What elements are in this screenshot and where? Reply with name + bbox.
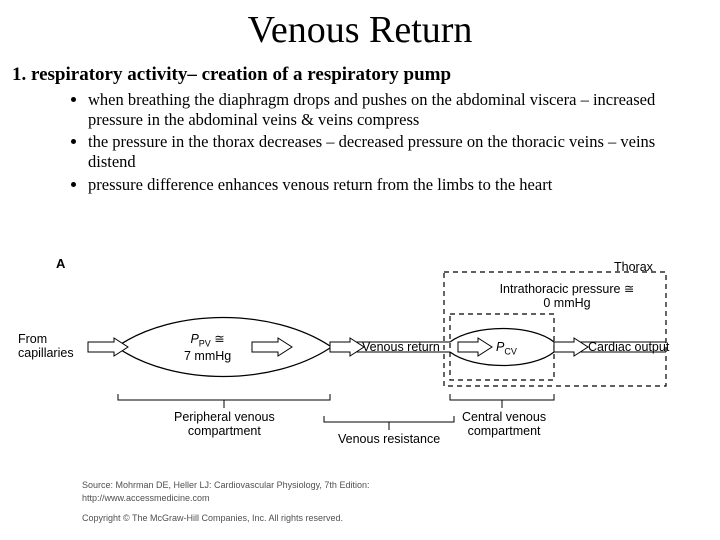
venous-return-label: Venous return bbox=[362, 340, 440, 354]
intrathoracic-l2: 0 mmHg bbox=[543, 296, 590, 310]
arrow-after-pv bbox=[252, 338, 292, 356]
arrow-venous-return-1 bbox=[330, 338, 364, 356]
source-l3: Copyright © The McGraw-Hill Companies, I… bbox=[82, 513, 343, 523]
from-capillaries-label: From capillaries bbox=[18, 332, 74, 361]
venous-resistance-label: Venous resistance bbox=[338, 432, 440, 446]
arrow-venous-return-2 bbox=[458, 338, 492, 356]
from-l1: From bbox=[18, 332, 47, 346]
intrathoracic-pressure-label: Intrathoracic pressure ≅ 0 mmHg bbox=[482, 282, 652, 311]
central-l1: Central venous bbox=[462, 410, 546, 424]
ppv-label: PPV ≅ 7 mmHg bbox=[184, 332, 231, 363]
section-heading: 1. respiratory activity– creation of a r… bbox=[0, 64, 720, 90]
panel-letter: A bbox=[56, 256, 65, 271]
from-l2: capillaries bbox=[18, 346, 74, 360]
central-l2: compartment bbox=[468, 424, 541, 438]
thorax-label: Thorax bbox=[614, 260, 653, 274]
arrow-after-cv bbox=[554, 338, 588, 356]
pcv-label: PCV bbox=[496, 340, 517, 357]
venous-return-diagram: A bbox=[54, 260, 674, 450]
peripheral-l2: compartment bbox=[188, 424, 261, 438]
page-title: Venous Return bbox=[0, 0, 720, 64]
central-compartment-label: Central venous compartment bbox=[462, 410, 546, 439]
arrow-from-capillaries bbox=[88, 338, 128, 356]
source-citation: Source: Mohrman DE, Heller LJ: Cardiovas… bbox=[82, 479, 369, 524]
cardiac-output-label: Cardiac output bbox=[588, 340, 669, 354]
peripheral-compartment-label: Peripheral venous compartment bbox=[174, 410, 275, 439]
bullet-item: when breathing the diaphragm drops and p… bbox=[88, 90, 700, 130]
bullet-list: when breathing the diaphragm drops and p… bbox=[0, 90, 720, 195]
source-l1: Source: Mohrman DE, Heller LJ: Cardiovas… bbox=[82, 480, 369, 490]
bullet-item: pressure difference enhances venous retu… bbox=[88, 175, 700, 195]
intrathoracic-l1: Intrathoracic pressure ≅ bbox=[500, 282, 635, 296]
source-l2: http://www.accessmedicine.com bbox=[82, 493, 210, 503]
peripheral-l1: Peripheral venous bbox=[174, 410, 275, 424]
ppv-value: 7 mmHg bbox=[184, 349, 231, 363]
bullet-item: the pressure in the thorax decreases – d… bbox=[88, 132, 700, 172]
